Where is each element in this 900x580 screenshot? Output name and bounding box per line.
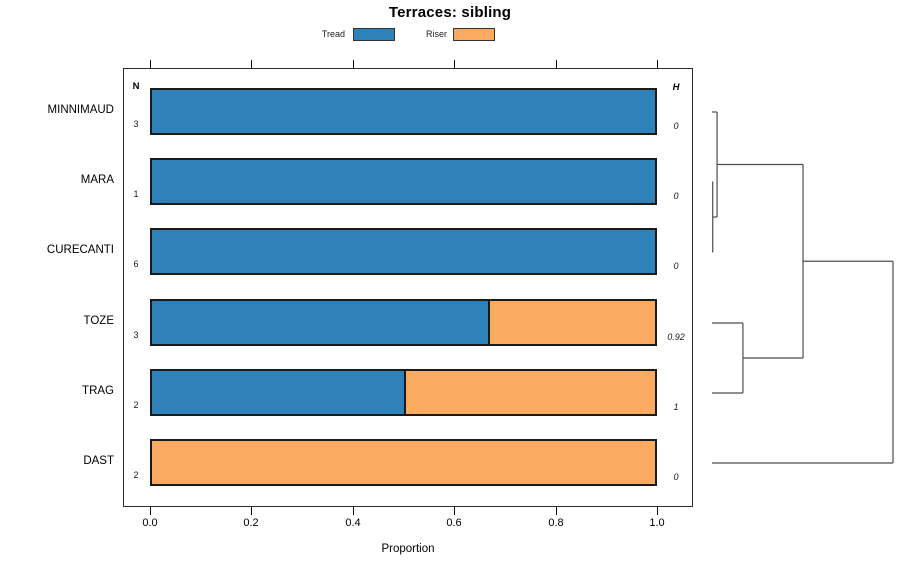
chart-title: Terraces: sibling — [388, 4, 512, 21]
y-axis-label: CURECANTI — [46, 244, 114, 256]
axis-tick-bottom — [454, 507, 456, 515]
h-column-header: H — [672, 82, 680, 93]
x-tick-label: 0.0 — [142, 517, 158, 529]
x-tick-label: 0.4 — [345, 517, 361, 529]
x-axis-title: Proportion — [381, 543, 435, 555]
axis-tick-top — [251, 60, 253, 68]
bar-segment-riser — [487, 301, 655, 344]
h-value: 0 — [673, 261, 679, 271]
bar-segment-tread — [152, 301, 488, 344]
stacked-bar — [150, 158, 657, 205]
h-value: 0 — [673, 472, 679, 482]
axis-tick-top — [556, 60, 558, 68]
n-value: 1 — [133, 189, 139, 199]
bar-segment-tread — [152, 160, 655, 203]
axis-tick-top — [657, 60, 659, 68]
axis-tick-bottom — [556, 507, 558, 515]
legend-swatch-tread — [353, 28, 395, 41]
n-value: 6 — [133, 259, 139, 269]
y-axis-label: TRAG — [82, 385, 114, 397]
h-value: 0 — [673, 191, 679, 201]
n-value: 2 — [133, 470, 139, 480]
h-value: 0.92 — [667, 332, 685, 342]
legend-swatch-riser — [453, 28, 495, 41]
stacked-bar — [150, 228, 657, 275]
axis-tick-bottom — [150, 507, 152, 515]
bar-segment-tread — [152, 90, 655, 133]
axis-tick-top — [353, 60, 355, 68]
stacked-bar — [150, 439, 657, 486]
axis-tick-bottom — [657, 507, 659, 515]
x-tick-label: 1.0 — [649, 517, 665, 529]
x-tick-label: 0.2 — [243, 517, 259, 529]
bar-segment-riser — [403, 371, 655, 414]
h-value: 1 — [673, 402, 679, 412]
n-value: 2 — [133, 400, 139, 410]
stacked-bar — [150, 369, 657, 416]
h-value: 0 — [673, 121, 679, 131]
axis-tick-bottom — [353, 507, 355, 515]
y-axis-label: MINNIMAUD — [47, 104, 114, 116]
axis-tick-top — [454, 60, 456, 68]
axis-tick-top — [150, 60, 152, 68]
y-axis-label: DAST — [83, 455, 114, 467]
legend-label-riser: Riser — [425, 29, 447, 39]
bar-segment-tread — [152, 230, 655, 273]
plot-area — [123, 68, 693, 507]
legend-label-tread: Tread — [321, 29, 345, 39]
stacked-bar — [150, 299, 657, 346]
y-axis-label: MARA — [80, 174, 114, 186]
n-column-header: N — [132, 81, 140, 92]
n-value: 3 — [133, 119, 139, 129]
x-tick-label: 0.8 — [548, 517, 564, 529]
bar-segment-riser — [152, 441, 655, 484]
axis-tick-bottom — [251, 507, 253, 515]
n-value: 3 — [133, 330, 139, 340]
y-axis-label: TOZE — [83, 315, 114, 327]
bar-segment-tread — [152, 371, 404, 414]
stacked-bar — [150, 88, 657, 135]
x-tick-label: 0.6 — [446, 517, 462, 529]
